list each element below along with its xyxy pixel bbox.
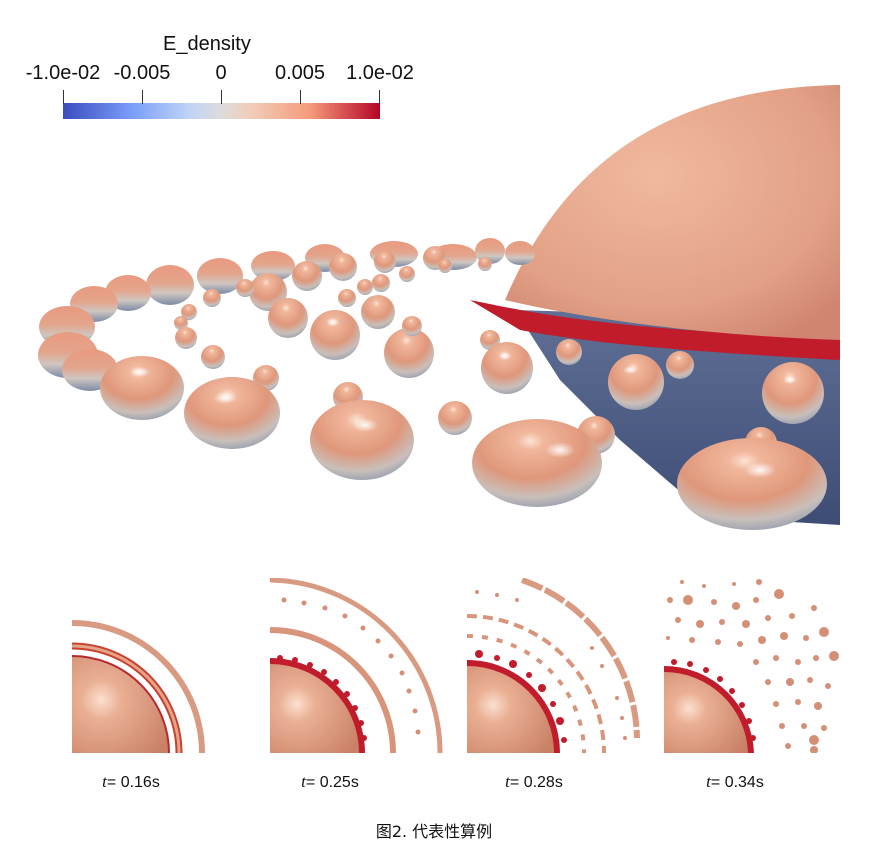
snapshot-panel-2	[270, 578, 443, 753]
colorbar-tick-label: 0	[215, 62, 227, 84]
colorbar-tick-label: 1.0e-02	[346, 62, 414, 84]
figure-caption: 图2. 代表性算例	[375, 822, 493, 841]
time-label: t= 0.34s	[706, 772, 764, 791]
colorbar-tick-label: 0.005	[274, 62, 326, 84]
main-3d-render	[38, 85, 840, 530]
snapshot-panel-3	[467, 578, 640, 753]
colorbar	[63, 90, 380, 119]
time-label: t= 0.28s	[505, 772, 563, 791]
snapshot-panel-4	[664, 579, 839, 753]
colorbar-tick-label: -0.005	[113, 62, 171, 84]
colorbar-tick-label: -1.0e-02	[25, 62, 101, 84]
colorbar-title: E_density	[163, 33, 251, 55]
snapshot-panel-1	[72, 620, 205, 753]
time-label: t= 0.25s	[301, 772, 359, 791]
time-label: t= 0.16s	[102, 772, 160, 791]
